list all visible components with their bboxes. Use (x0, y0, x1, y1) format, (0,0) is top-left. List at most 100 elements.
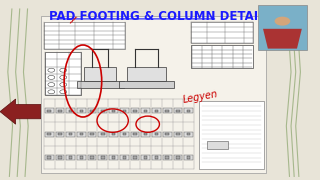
Text: /: / (69, 15, 77, 25)
Bar (69, 133, 72, 135)
Bar (131, 108, 140, 113)
Bar (45, 108, 53, 113)
Bar (191, 22, 253, 43)
Bar (155, 156, 158, 159)
Bar (109, 108, 118, 113)
Bar (152, 155, 161, 160)
Bar (77, 81, 124, 88)
Bar (56, 132, 64, 137)
Bar (58, 110, 62, 112)
Bar (99, 132, 107, 137)
Bar (163, 108, 172, 113)
Bar (133, 133, 137, 135)
Text: Legyen: Legyen (181, 89, 218, 105)
Bar (155, 110, 158, 112)
Bar (165, 133, 169, 135)
Bar (69, 110, 72, 112)
Bar (88, 155, 96, 160)
Bar (77, 108, 86, 113)
Bar (155, 133, 158, 135)
Bar (144, 156, 148, 159)
Bar (66, 155, 75, 160)
Bar (127, 67, 166, 81)
Bar (99, 108, 107, 113)
Bar (80, 156, 83, 159)
Bar (119, 81, 174, 88)
Bar (44, 22, 125, 49)
Bar (112, 133, 115, 135)
Bar (112, 156, 115, 159)
Bar (184, 132, 193, 137)
Bar (176, 110, 180, 112)
Bar (58, 133, 62, 135)
Bar (101, 156, 105, 159)
Bar (131, 132, 140, 137)
Bar (173, 132, 182, 137)
Bar (112, 110, 115, 112)
Bar (123, 133, 126, 135)
Bar (80, 110, 83, 112)
Bar (99, 155, 107, 160)
Bar (123, 156, 126, 159)
Bar (123, 110, 126, 112)
Bar (141, 155, 150, 160)
Bar (163, 132, 172, 137)
Bar (109, 132, 118, 137)
Bar (165, 110, 169, 112)
Bar (66, 132, 75, 137)
Bar (90, 110, 94, 112)
Bar (90, 156, 94, 159)
Bar (109, 155, 118, 160)
Bar (47, 133, 51, 135)
Bar (187, 133, 190, 135)
Bar (120, 108, 129, 113)
Bar (88, 132, 96, 137)
Circle shape (275, 17, 290, 26)
Bar (191, 45, 253, 68)
Bar (165, 156, 169, 159)
Text: PAD FOOTING & COLUMN DETAIL: PAD FOOTING & COLUMN DETAIL (49, 10, 265, 23)
Bar (66, 108, 75, 113)
Bar (47, 156, 51, 159)
Bar (69, 156, 72, 159)
Bar (152, 132, 161, 137)
Bar (77, 132, 86, 137)
Bar (80, 133, 83, 135)
Bar (184, 108, 193, 113)
Bar (101, 133, 105, 135)
Bar (173, 108, 182, 113)
Bar (77, 155, 86, 160)
Polygon shape (263, 29, 302, 49)
Bar (144, 110, 148, 112)
Bar (45, 132, 53, 137)
Bar (133, 110, 137, 112)
Bar (176, 133, 180, 135)
Bar (120, 155, 129, 160)
Bar (144, 133, 148, 135)
Bar (187, 156, 190, 159)
Bar (173, 155, 182, 160)
Bar (84, 67, 116, 81)
Bar (47, 110, 51, 112)
Bar (141, 108, 150, 113)
Bar (258, 5, 307, 50)
Bar (56, 155, 64, 160)
Bar (101, 110, 105, 112)
Bar (184, 155, 193, 160)
Bar (41, 16, 266, 173)
Bar (163, 155, 172, 160)
Bar (90, 133, 94, 135)
Bar (131, 155, 140, 160)
Bar (141, 132, 150, 137)
Bar (133, 156, 137, 159)
Bar (56, 108, 64, 113)
Polygon shape (0, 99, 41, 124)
Bar (88, 108, 96, 113)
Bar (206, 141, 228, 149)
Bar (187, 110, 190, 112)
Bar (120, 132, 129, 137)
Bar (58, 156, 62, 159)
Bar (199, 101, 264, 169)
Bar (45, 155, 53, 160)
Bar (152, 108, 161, 113)
